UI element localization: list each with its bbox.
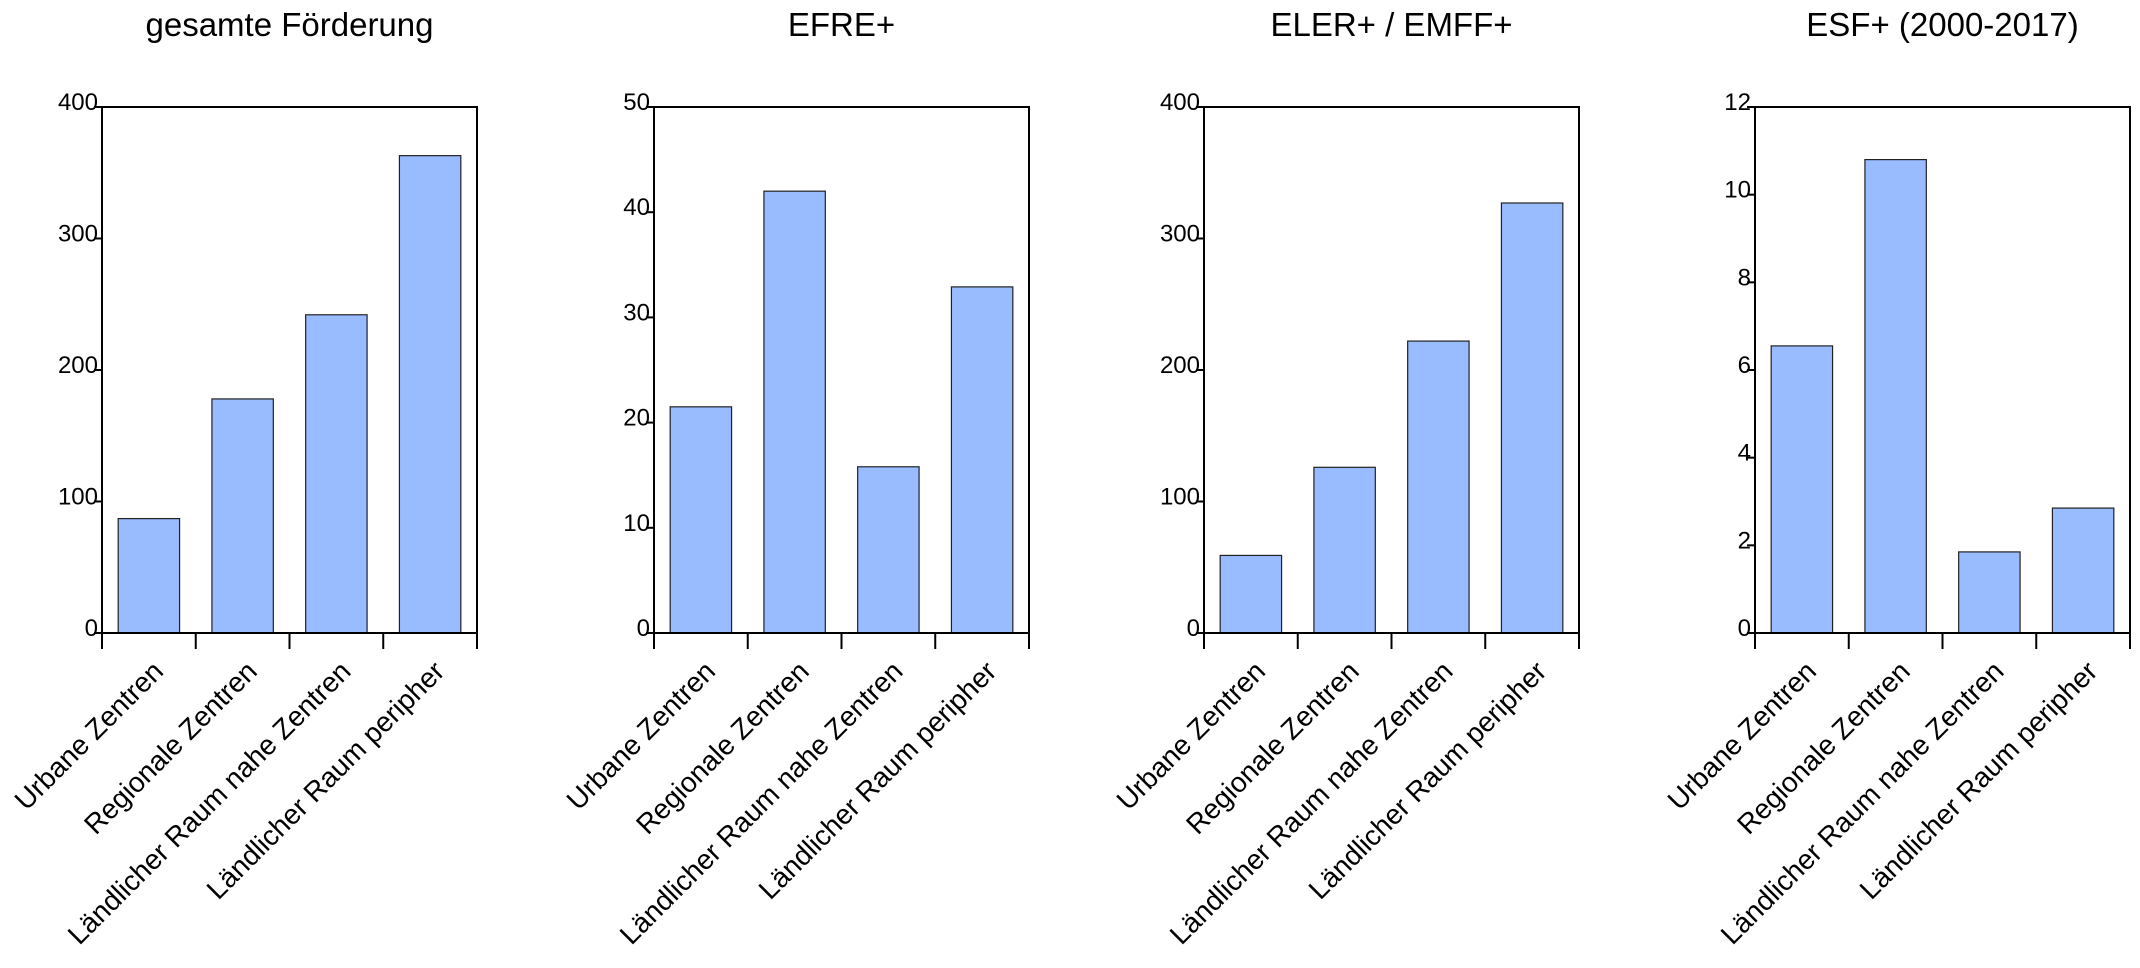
bar [670,407,731,633]
chart-title: gesamte Förderung [146,6,434,43]
y-tick-label: 4 [1738,440,1751,467]
y-tick-label: 100 [1160,484,1200,511]
bar [1408,341,1469,633]
y-tick-label: 40 [623,194,650,221]
y-tick-label: 400 [58,89,98,116]
chart-title: ELER+ / EMFF+ [1270,6,1512,43]
y-tick-label: 6 [1738,352,1751,379]
x-category-label: Regionale Zentren [78,655,263,840]
bar [1959,552,2020,633]
y-tick-label: 300 [1160,221,1200,248]
bar [118,519,179,633]
y-tick-label: 12 [1724,89,1751,116]
bar [764,191,825,633]
bar [2052,508,2113,633]
y-tick-label: 0 [1738,615,1751,642]
y-tick-label: 0 [85,615,98,642]
y-tick-label: 200 [58,352,98,379]
y-tick-label: 20 [623,405,650,432]
y-tick-label: 0 [1187,615,1200,642]
bar [1314,467,1375,633]
bar [1865,160,1926,633]
x-category-label: Regionale Zentren [1731,655,1916,840]
y-tick-label: 0 [637,615,650,642]
x-category-label: Regionale Zentren [630,655,815,840]
y-tick-label: 8 [1738,264,1751,291]
x-category-label: Regionale Zentren [1180,655,1365,840]
bar [306,315,367,633]
bar [1771,346,1832,633]
bar [1501,203,1562,633]
bar [858,467,919,633]
y-tick-label: 300 [58,221,98,248]
y-tick-label: 30 [623,299,650,326]
y-tick-label: 400 [1160,89,1200,116]
y-tick-label: 10 [1724,177,1751,204]
chart-title: ESF+ (2000-2017) [1806,6,2078,43]
y-tick-label: 100 [58,484,98,511]
chart-title: EFRE+ [788,6,895,43]
y-tick-label: 200 [1160,352,1200,379]
y-tick-label: 2 [1738,527,1751,554]
bar [399,156,460,633]
bar [1220,555,1281,633]
y-tick-label: 50 [623,89,650,116]
bar [212,399,273,633]
y-tick-label: 10 [623,510,650,537]
bar [951,287,1012,633]
